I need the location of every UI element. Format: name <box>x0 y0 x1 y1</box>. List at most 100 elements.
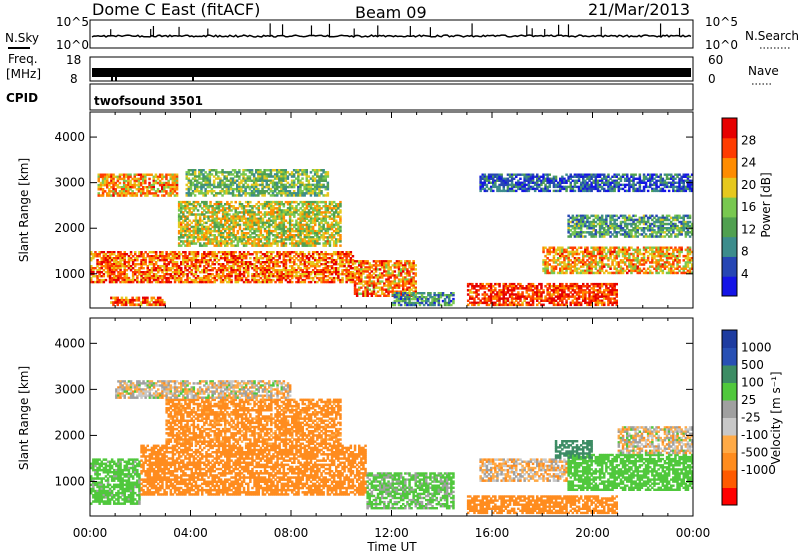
heatmap-cell <box>373 291 376 293</box>
heatmap-cell <box>197 255 200 257</box>
heatmap-cell <box>194 194 197 197</box>
beam-label: Beam 09 <box>355 3 427 22</box>
heatmap-cell <box>165 192 168 195</box>
heatmap-cell <box>339 211 342 214</box>
heatmap-cell <box>314 194 317 197</box>
heatmap-cell <box>400 260 403 262</box>
heatmap-cell <box>477 293 480 296</box>
heatmap-cell <box>335 244 338 247</box>
heatmap-cell <box>276 244 279 247</box>
heatmap-cell <box>235 201 238 204</box>
heatmap-cell <box>314 224 317 227</box>
heatmap-cell <box>339 244 342 247</box>
heatmap-cell <box>138 297 141 300</box>
heatmap-cell <box>341 281 344 283</box>
nsearch-tick-low: 10^0 <box>705 38 738 52</box>
heatmap-cell <box>352 255 355 257</box>
heatmap-cell <box>211 184 214 187</box>
heatmap-cell <box>415 268 418 270</box>
heatmap-cell <box>408 260 411 262</box>
heatmap-cell <box>354 262 357 264</box>
heatmap-cell <box>142 267 145 269</box>
heatmap-cell <box>616 295 619 298</box>
heatmap-cell <box>532 304 535 307</box>
heatmap-cell <box>301 177 304 180</box>
heatmap-cell <box>542 251 545 254</box>
heatmap-cell <box>138 190 141 193</box>
heatmap-cell <box>249 201 252 204</box>
heatmap-cell <box>176 194 179 197</box>
heatmap-cell <box>125 194 128 197</box>
freq-tick-low: 8 <box>70 72 78 86</box>
date-label: 21/Mar/2013 <box>588 0 690 19</box>
heatmap-cell <box>230 201 233 204</box>
heatmap-cell <box>165 186 168 189</box>
heatmap-cell <box>151 299 154 302</box>
heatmap-cell <box>144 182 147 185</box>
heatmap-cell <box>211 169 214 172</box>
heatmap-cell <box>148 178 151 181</box>
heatmap-cell <box>146 303 149 306</box>
heatmap-cell <box>155 303 158 306</box>
heatmap-cell <box>580 304 583 307</box>
heatmap-cell <box>375 270 378 272</box>
heatmap-cell <box>247 275 250 277</box>
heatmap-cell <box>129 299 132 302</box>
nave-tick-high: 60 <box>708 53 723 67</box>
heatmap-cell <box>603 304 606 307</box>
heatmap-cell <box>98 180 101 183</box>
heatmap-cell <box>360 287 363 289</box>
heatmap-cell <box>293 215 296 218</box>
heatmap-cell <box>339 222 342 225</box>
heatmap-cell <box>131 297 134 300</box>
heatmap-cell <box>105 279 108 281</box>
heatmap-cell <box>304 281 307 283</box>
heatmap-cell <box>244 194 247 197</box>
heatmap-cell <box>102 194 105 197</box>
heatmap-cell <box>580 247 583 250</box>
heatmap-cell <box>398 287 401 289</box>
heatmap-cell <box>542 291 545 294</box>
nsearch-tick-high: 10^5 <box>705 15 738 29</box>
heatmap-cell <box>415 282 418 284</box>
heatmap-cell <box>153 188 156 191</box>
heatmap-cell <box>565 272 568 275</box>
heatmap-cell <box>98 188 101 191</box>
heatmap-cell <box>272 251 275 253</box>
heatmap-cell <box>136 259 139 261</box>
heatmap-cell <box>291 220 294 223</box>
heatmap-cell <box>314 180 317 183</box>
freq-label-line2: [MHz] <box>6 67 41 81</box>
heatmap-cell <box>153 297 156 300</box>
heatmap-cell <box>237 244 240 247</box>
heatmap-cell <box>498 285 501 288</box>
heatmap-cell <box>211 192 214 195</box>
heatmap-cell <box>245 257 248 259</box>
heatmap-cell <box>237 232 240 235</box>
heatmap-cell <box>121 303 124 306</box>
heatmap-cell <box>153 194 156 197</box>
nsky-panel-frame <box>90 20 693 48</box>
heatmap-cell <box>244 182 247 185</box>
heatmap-cell <box>327 188 330 191</box>
heatmap-cell <box>244 169 247 172</box>
heatmap-cell <box>415 264 418 266</box>
heatmap-cell <box>278 257 281 259</box>
heatmap-cell <box>197 209 200 212</box>
heatmap-cell <box>387 295 390 297</box>
heatmap-cell <box>112 297 115 300</box>
heatmap-cell <box>117 297 120 300</box>
nsearch-label: N.Search <box>745 29 799 43</box>
heatmap-cell <box>283 205 286 208</box>
heatmap-cell <box>235 251 238 253</box>
heatmap-cell <box>146 299 149 302</box>
heatmap-cell <box>161 299 164 302</box>
heatmap-cell <box>327 194 330 197</box>
heatmap-cell <box>155 299 158 302</box>
heatmap-cell <box>339 230 342 233</box>
heatmap-cell <box>389 268 392 270</box>
heatmap-cell <box>415 274 418 276</box>
heatmap-cell <box>291 281 294 283</box>
nsky-tick-low: 10^0 <box>56 38 89 52</box>
